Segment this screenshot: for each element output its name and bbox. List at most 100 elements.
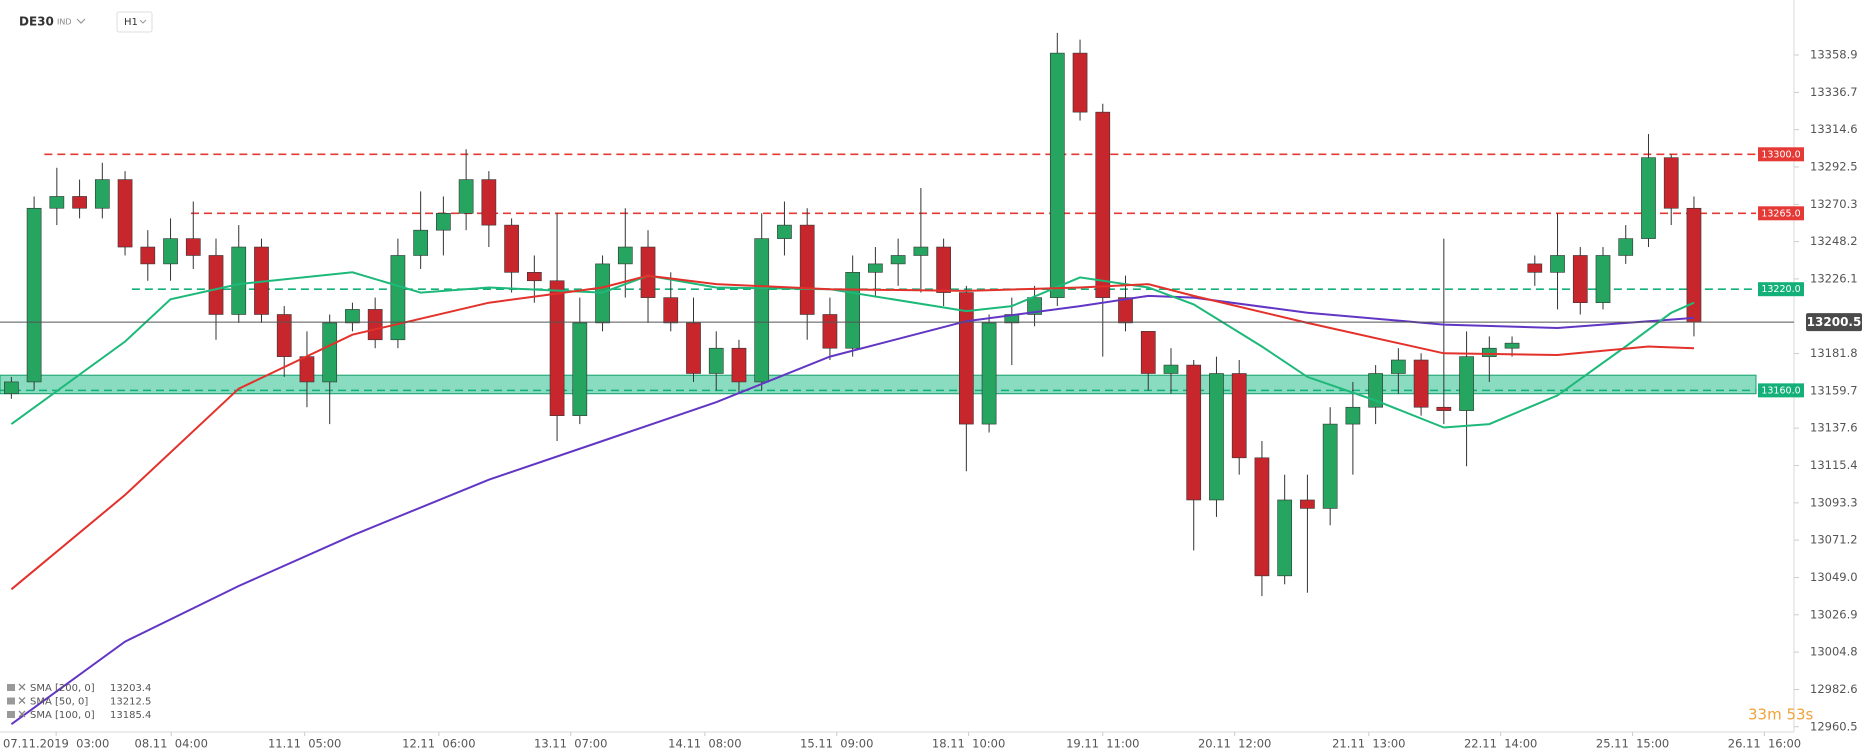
candle-body [1504, 342, 1520, 349]
last-price-box [1806, 313, 1862, 332]
x-tick-label: 14.11 08:00 [668, 737, 741, 751]
legend-icon [7, 697, 15, 705]
candle-body [1254, 457, 1270, 577]
candle-body [231, 246, 247, 315]
candle-body [208, 255, 224, 315]
candle-body [1641, 157, 1656, 239]
candle-body [1027, 297, 1042, 315]
symbol[interactable]: DE30 [19, 15, 54, 29]
x-tick-label: 18.11 10:00 [932, 737, 1005, 751]
candle-body [822, 314, 838, 349]
candle-countdown: 33m 53s [1748, 706, 1814, 724]
candle-body [1231, 373, 1247, 459]
sma-line [10, 274, 1695, 591]
level-label-box [1758, 206, 1804, 221]
candle-body [913, 246, 929, 256]
candle-body [276, 314, 292, 357]
candle-body [1072, 52, 1088, 113]
level-label: 13300.0 [1761, 149, 1800, 160]
candle-body [981, 322, 997, 425]
level-label: 13265.0 [1761, 208, 1800, 219]
candle-body [163, 238, 178, 265]
legend-name: SMA [200, 0] [30, 683, 95, 694]
candle-body [1663, 157, 1679, 209]
interval-button[interactable] [116, 11, 153, 33]
candle-body [845, 272, 861, 349]
level-label: 13160.0 [1761, 385, 1800, 396]
y-tick-label: 13248.2 [1810, 234, 1858, 248]
legend-icon [7, 711, 15, 718]
y-tick-label: 13004.8 [1810, 645, 1858, 659]
candle-body [640, 246, 656, 298]
candle-body [1163, 364, 1179, 374]
y-tick-label: 13292.5 [1810, 159, 1858, 173]
x-tick-label: 21.11 13:00 [1332, 737, 1405, 751]
x-tick-label: 07.11.2019 03:00 [3, 737, 109, 751]
legend-name: SMA [100, 0] [30, 710, 95, 721]
plot-area [0, 32, 1757, 726]
candle-body [94, 179, 110, 209]
interval[interactable]: H1 [124, 17, 138, 28]
candle-body [49, 196, 65, 209]
y-tick-label: 12960.5 [1810, 719, 1858, 733]
legend-name: SMA [50, 0] [30, 697, 88, 708]
candle-body [299, 356, 315, 383]
interval-dropdown-arrow[interactable] [139, 19, 147, 24]
candle-body [1595, 255, 1611, 303]
x-tick-label: 15.11 09:00 [800, 737, 873, 751]
candle-body [1391, 359, 1406, 374]
candle-body [959, 292, 974, 425]
last-price-label: 13200.5 [1807, 315, 1862, 329]
x-tick-label: 13.11 07:00 [534, 737, 607, 751]
candle-body [1618, 238, 1634, 256]
legend-remove-icon[interactable] [18, 710, 26, 718]
level-label-box [1758, 147, 1804, 162]
candle-body [1118, 297, 1133, 324]
candle-body [1322, 423, 1338, 509]
candle-body [1459, 356, 1474, 411]
x-tick-label: 11.11 05:00 [268, 737, 341, 751]
candle-body [185, 238, 201, 256]
x-tick-label: 19.11 11:00 [1066, 737, 1139, 751]
candle-body [572, 322, 588, 416]
candle-body [1436, 406, 1452, 411]
legend-value: 13212.5 [110, 697, 151, 708]
x-tick-label: 12.11 06:00 [402, 737, 475, 751]
candle-body [1209, 373, 1224, 501]
candle-body [367, 309, 383, 341]
candle-body [413, 229, 428, 256]
x-tick-label: 20.11 12:00 [1198, 737, 1271, 751]
candle-body [936, 246, 951, 293]
candle-body [549, 280, 565, 416]
symbol-dropdown-arrow[interactable] [76, 18, 86, 24]
y-tick-label: 13026.9 [1810, 607, 1858, 621]
candle-body [1345, 406, 1361, 425]
candle-body [72, 196, 87, 209]
legend-remove-icon[interactable] [18, 697, 26, 704]
candle-body [1413, 359, 1429, 408]
legend-icon [7, 684, 15, 691]
candle-body [345, 309, 360, 324]
candle-body [526, 272, 542, 282]
instrument-type: IND [57, 18, 72, 27]
x-tick-label: 08.11 04:00 [135, 737, 208, 751]
x-tick-label: 22.11 14:00 [1464, 737, 1537, 751]
candle-body [799, 224, 815, 315]
y-tick-label: 13049.0 [1810, 570, 1858, 584]
legend-remove-icon[interactable] [18, 683, 26, 691]
candle-body [1572, 255, 1588, 303]
candle-body [1277, 499, 1293, 577]
level-label: 13220.0 [1761, 284, 1800, 295]
legend-value: 13185.4 [110, 710, 151, 721]
candle-body [504, 224, 519, 273]
y-tick-label: 13226.1 [1810, 271, 1858, 285]
y-tick-label: 13358.9 [1810, 47, 1858, 61]
candle-body [890, 255, 906, 265]
level-label-box [1758, 282, 1804, 297]
y-tick-label: 13093.3 [1810, 495, 1858, 509]
legend-value: 13203.4 [110, 683, 151, 694]
candle-body [481, 179, 497, 226]
candle-body [777, 224, 792, 239]
